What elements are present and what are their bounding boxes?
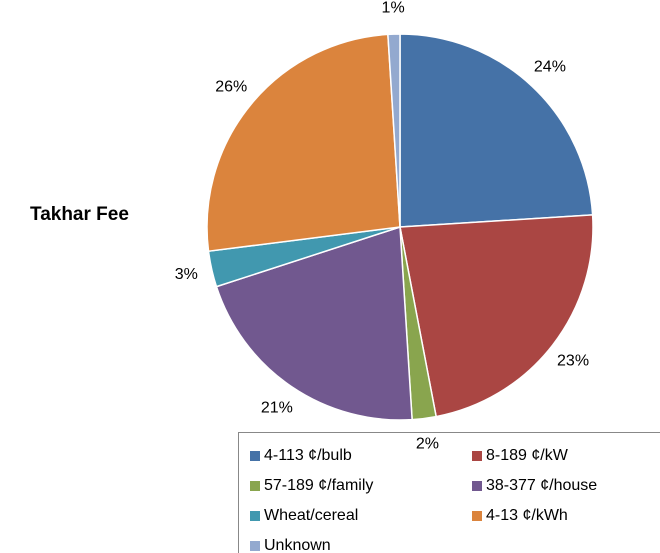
pie-slice — [206, 33, 401, 253]
pie-slice — [399, 33, 594, 228]
legend-label: 8-189 ¢/kW — [486, 447, 569, 464]
chart-title: Takhar Fee — [30, 204, 129, 225]
legend-label: 57-189 ¢/family — [264, 477, 373, 494]
data-label: 23% — [557, 352, 589, 369]
data-label: 24% — [534, 59, 566, 76]
legend-box — [238, 432, 660, 553]
legend-swatch — [250, 511, 260, 521]
pie-slice — [215, 225, 413, 421]
legend-label: 4-13 ¢/kWh — [486, 507, 568, 524]
data-label: 21% — [261, 399, 293, 416]
legend-swatch — [250, 541, 260, 551]
legend-swatch — [250, 451, 260, 461]
legend-label: Unknown — [264, 537, 331, 553]
legend-label: Wheat/cereal — [264, 507, 358, 524]
legend-swatch — [472, 481, 482, 491]
legend-swatch — [472, 451, 482, 461]
legend-swatch — [250, 481, 260, 491]
data-label: 1% — [382, 0, 405, 16]
legend-label: 4-113 ¢/bulb — [264, 447, 352, 464]
data-label: 2% — [416, 435, 439, 452]
legend-swatch — [472, 511, 482, 521]
pie-slice — [387, 33, 401, 228]
data-label: 3% — [175, 266, 198, 283]
pie-slice — [399, 214, 594, 418]
legend-label: 38-377 ¢/house — [486, 477, 597, 494]
data-label: 26% — [215, 79, 247, 96]
